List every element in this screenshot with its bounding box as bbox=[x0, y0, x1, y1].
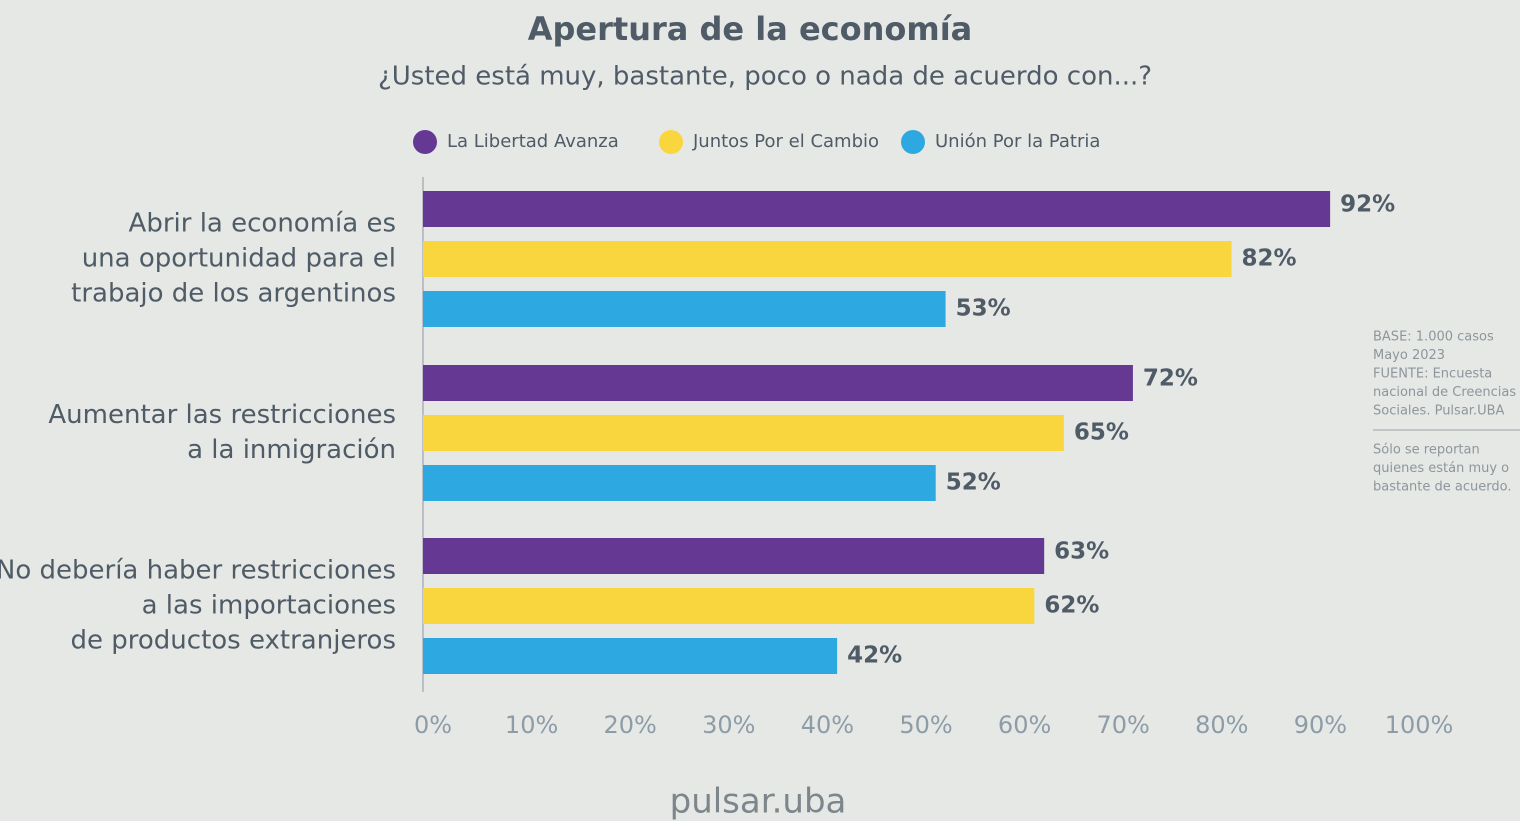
x-tick-label: 30% bbox=[702, 711, 755, 739]
x-tick-label: 60% bbox=[998, 711, 1051, 739]
x-tick-label: 50% bbox=[899, 711, 952, 739]
x-tick-label: 0% bbox=[414, 711, 452, 739]
note-text: Sólo se reportan bbox=[1373, 443, 1480, 458]
bar bbox=[423, 241, 1232, 277]
note-text: bastante de acuerdo. bbox=[1373, 480, 1511, 495]
legend-swatch bbox=[413, 130, 437, 154]
category-label: No debería haber restricciones bbox=[0, 556, 396, 586]
value-label: 92% bbox=[1340, 192, 1395, 218]
chart-title: Apertura de la economía bbox=[528, 10, 973, 48]
value-label: 65% bbox=[1074, 420, 1129, 446]
category-label: Abrir la economía es bbox=[129, 209, 396, 239]
logo: pulsar.uba bbox=[670, 782, 847, 821]
value-label: 82% bbox=[1242, 246, 1297, 272]
legend-label: La Libertad Avanza bbox=[447, 131, 619, 152]
x-tick-label: 80% bbox=[1195, 711, 1248, 739]
bar bbox=[423, 538, 1045, 574]
bar bbox=[423, 415, 1064, 451]
x-tick-label: 90% bbox=[1294, 711, 1347, 739]
x-tick-label: 20% bbox=[604, 711, 657, 739]
legend-label: Unión Por la Patria bbox=[935, 131, 1100, 152]
category-label: Aumentar las restricciones bbox=[48, 400, 396, 430]
bar bbox=[423, 465, 936, 501]
note-text: Sociales. Pulsar.UBA bbox=[1373, 404, 1504, 419]
value-label: 63% bbox=[1054, 539, 1109, 565]
category-label: trabajo de los argentinos bbox=[71, 279, 396, 309]
bar bbox=[423, 191, 1331, 227]
legend-swatch bbox=[901, 130, 925, 154]
note-text: nacional de Creencias bbox=[1373, 385, 1516, 400]
x-tick-label: 70% bbox=[1097, 711, 1150, 739]
legend-label: Juntos Por el Cambio bbox=[692, 131, 879, 152]
value-label: 42% bbox=[847, 643, 902, 669]
bar bbox=[423, 638, 838, 674]
x-tick-label: 100% bbox=[1385, 711, 1454, 739]
note-text: BASE: 1.000 casos bbox=[1373, 330, 1494, 345]
legend-swatch bbox=[659, 130, 683, 154]
bar bbox=[423, 365, 1133, 401]
category-label: a la inmigración bbox=[187, 435, 396, 465]
note-text: quienes están muy o bbox=[1373, 461, 1509, 476]
x-tick-label: 40% bbox=[801, 711, 854, 739]
x-tick-label: 10% bbox=[505, 711, 558, 739]
category-label: de productos extranjeros bbox=[71, 626, 397, 656]
category-label: una oportunidad para el bbox=[82, 244, 396, 274]
bar bbox=[423, 291, 946, 327]
value-label: 52% bbox=[946, 470, 1001, 496]
value-label: 72% bbox=[1143, 366, 1198, 392]
chart-subtitle: ¿Usted está muy, bastante, poco o nada d… bbox=[378, 62, 1152, 92]
note-text: Mayo 2023 bbox=[1373, 348, 1445, 363]
bar bbox=[423, 588, 1035, 624]
value-label: 53% bbox=[956, 296, 1011, 322]
value-label: 62% bbox=[1044, 593, 1099, 619]
category-label: a las importaciones bbox=[142, 591, 396, 621]
note-text: FUENTE: Encuesta bbox=[1373, 367, 1492, 382]
